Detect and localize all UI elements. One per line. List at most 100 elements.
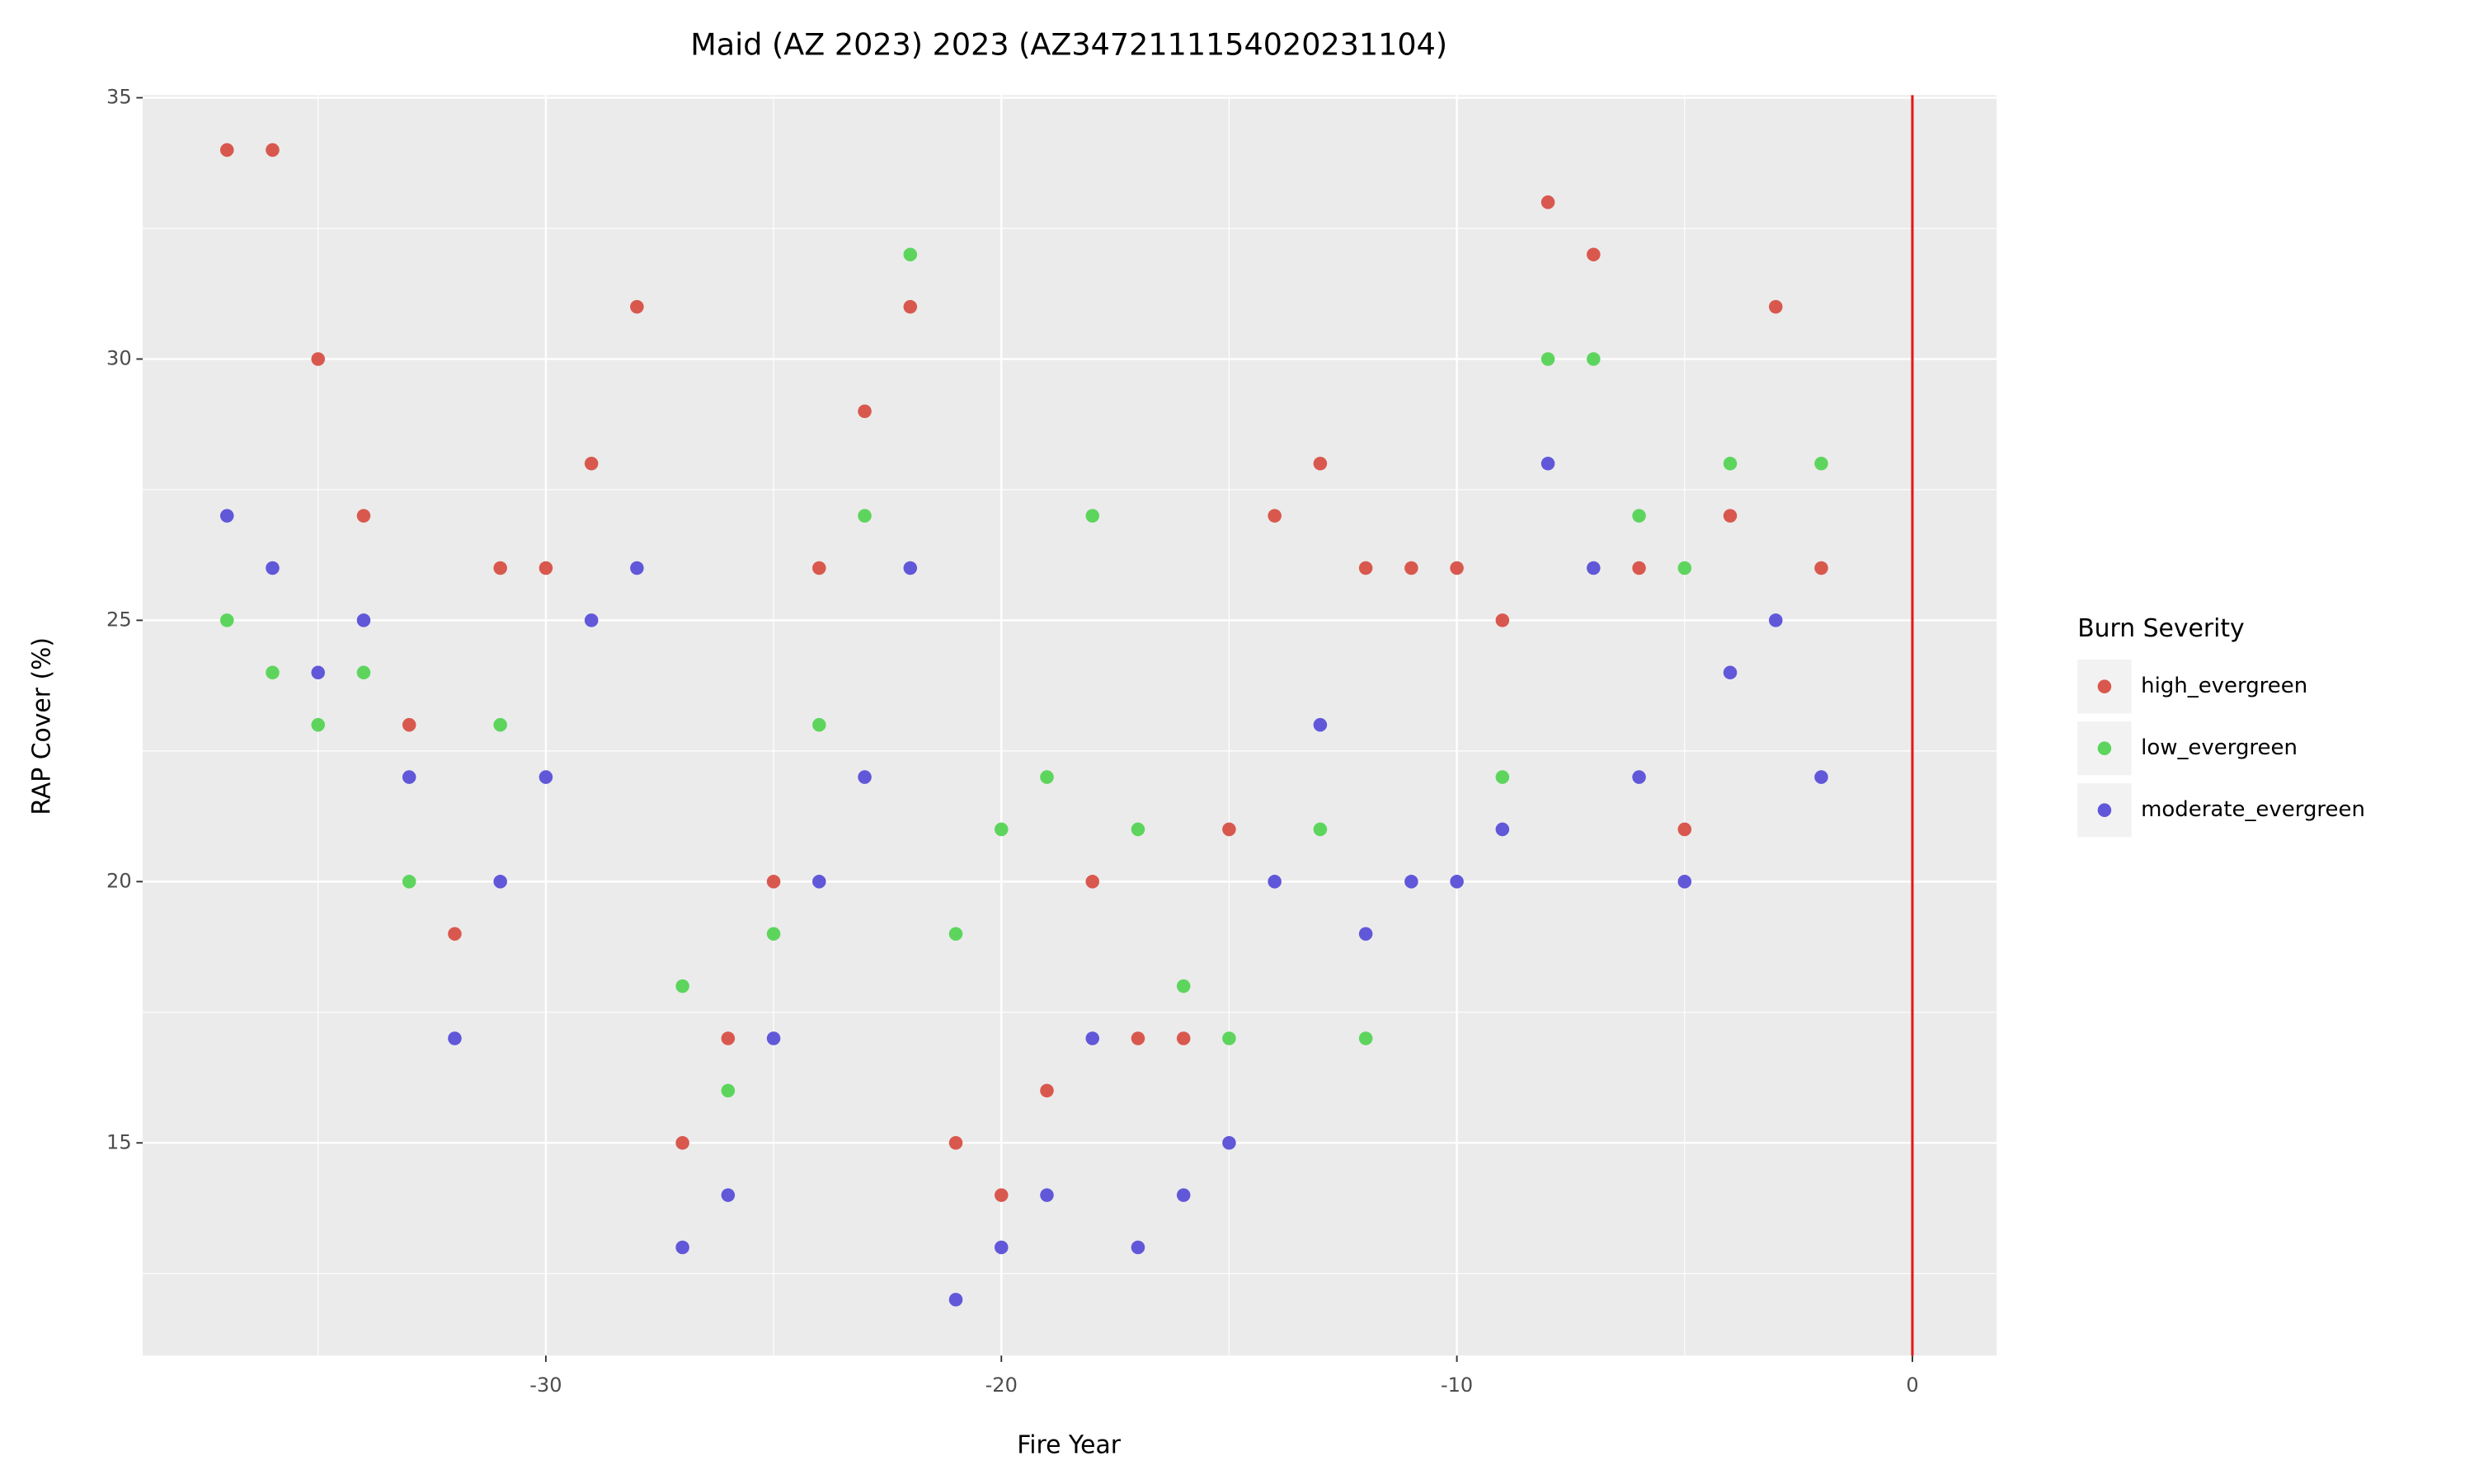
point (311, 665, 326, 680)
point (448, 1031, 462, 1045)
chart-title: Maid (AZ 2023) 2023 (AZ34721111540202311… (690, 26, 1447, 62)
point (675, 1135, 689, 1150)
point (311, 717, 326, 732)
point (858, 509, 872, 523)
point (812, 561, 826, 575)
point (994, 822, 1009, 837)
point (539, 561, 553, 575)
legend-label: high_evergreen (2141, 674, 2307, 698)
point (1176, 1031, 1191, 1045)
point (1131, 822, 1145, 837)
point (1404, 561, 1418, 575)
point (1632, 561, 1646, 575)
point (1587, 561, 1601, 575)
point (219, 509, 234, 523)
point (903, 299, 918, 314)
point (1450, 561, 1464, 575)
point (539, 770, 553, 784)
point (766, 1031, 781, 1045)
point (1268, 509, 1282, 523)
point (948, 927, 963, 941)
point (675, 979, 689, 993)
point (219, 613, 234, 627)
point (630, 299, 644, 314)
point (1268, 875, 1282, 889)
point (630, 561, 644, 575)
point (219, 143, 234, 157)
point (1085, 1031, 1100, 1045)
legend-title: Burn Severity (2077, 614, 2244, 643)
point (1040, 770, 1054, 784)
point (1085, 509, 1100, 523)
point (858, 404, 872, 419)
point (493, 875, 507, 889)
point (858, 770, 872, 784)
point (721, 1188, 736, 1202)
point (1587, 247, 1601, 261)
point (1313, 456, 1328, 471)
legend-swatch (2097, 679, 2112, 693)
point (948, 1135, 963, 1150)
y-tick-label: 25 (106, 608, 132, 631)
point (1358, 561, 1373, 575)
point (1313, 822, 1328, 837)
point (1723, 665, 1738, 680)
point (721, 1031, 736, 1045)
point (812, 875, 826, 889)
point (948, 1293, 963, 1307)
point (1540, 456, 1555, 471)
point (1131, 1031, 1145, 1045)
point (402, 770, 416, 784)
point (812, 717, 826, 732)
point (994, 1188, 1009, 1202)
x-tick-label: -10 (1441, 1374, 1473, 1397)
point (356, 665, 371, 680)
point (1358, 1031, 1373, 1045)
point (1632, 509, 1646, 523)
point (1495, 613, 1510, 627)
point (1677, 822, 1692, 837)
point (356, 509, 371, 523)
point (493, 561, 507, 575)
point (1587, 352, 1601, 366)
point (1222, 1135, 1236, 1150)
point (1677, 875, 1692, 889)
y-axis-label: RAP Cover (%) (27, 637, 56, 815)
point (1814, 770, 1828, 784)
point (1814, 456, 1828, 471)
point (1768, 299, 1783, 314)
point (1404, 875, 1418, 889)
marks (219, 95, 1914, 1356)
point (721, 1083, 736, 1098)
legend-swatch (2097, 803, 2112, 817)
point (402, 875, 416, 889)
point (1450, 875, 1464, 889)
point (1632, 770, 1646, 784)
point (903, 247, 918, 261)
point (584, 613, 599, 627)
x-tick-label: 0 (1906, 1374, 1918, 1397)
y-tick-label: 35 (106, 86, 132, 109)
x-axis-label: Fire Year (1017, 1430, 1121, 1459)
panel (143, 95, 1997, 1356)
point (1540, 352, 1555, 366)
y-tick-label: 20 (106, 869, 132, 892)
point (766, 927, 781, 941)
point (311, 352, 326, 366)
point (1222, 1031, 1236, 1045)
point (1768, 613, 1783, 627)
point (1040, 1188, 1054, 1202)
x-tick-label: -30 (529, 1374, 562, 1397)
point (266, 665, 280, 680)
point (1222, 822, 1236, 837)
point (266, 561, 280, 575)
point (1085, 875, 1100, 889)
x-tick-label: -20 (985, 1374, 1018, 1397)
legend-label: low_evergreen (2141, 735, 2298, 760)
point (266, 143, 280, 157)
y-tick-label: 30 (106, 346, 132, 369)
point (1040, 1083, 1054, 1098)
point (1495, 822, 1510, 837)
